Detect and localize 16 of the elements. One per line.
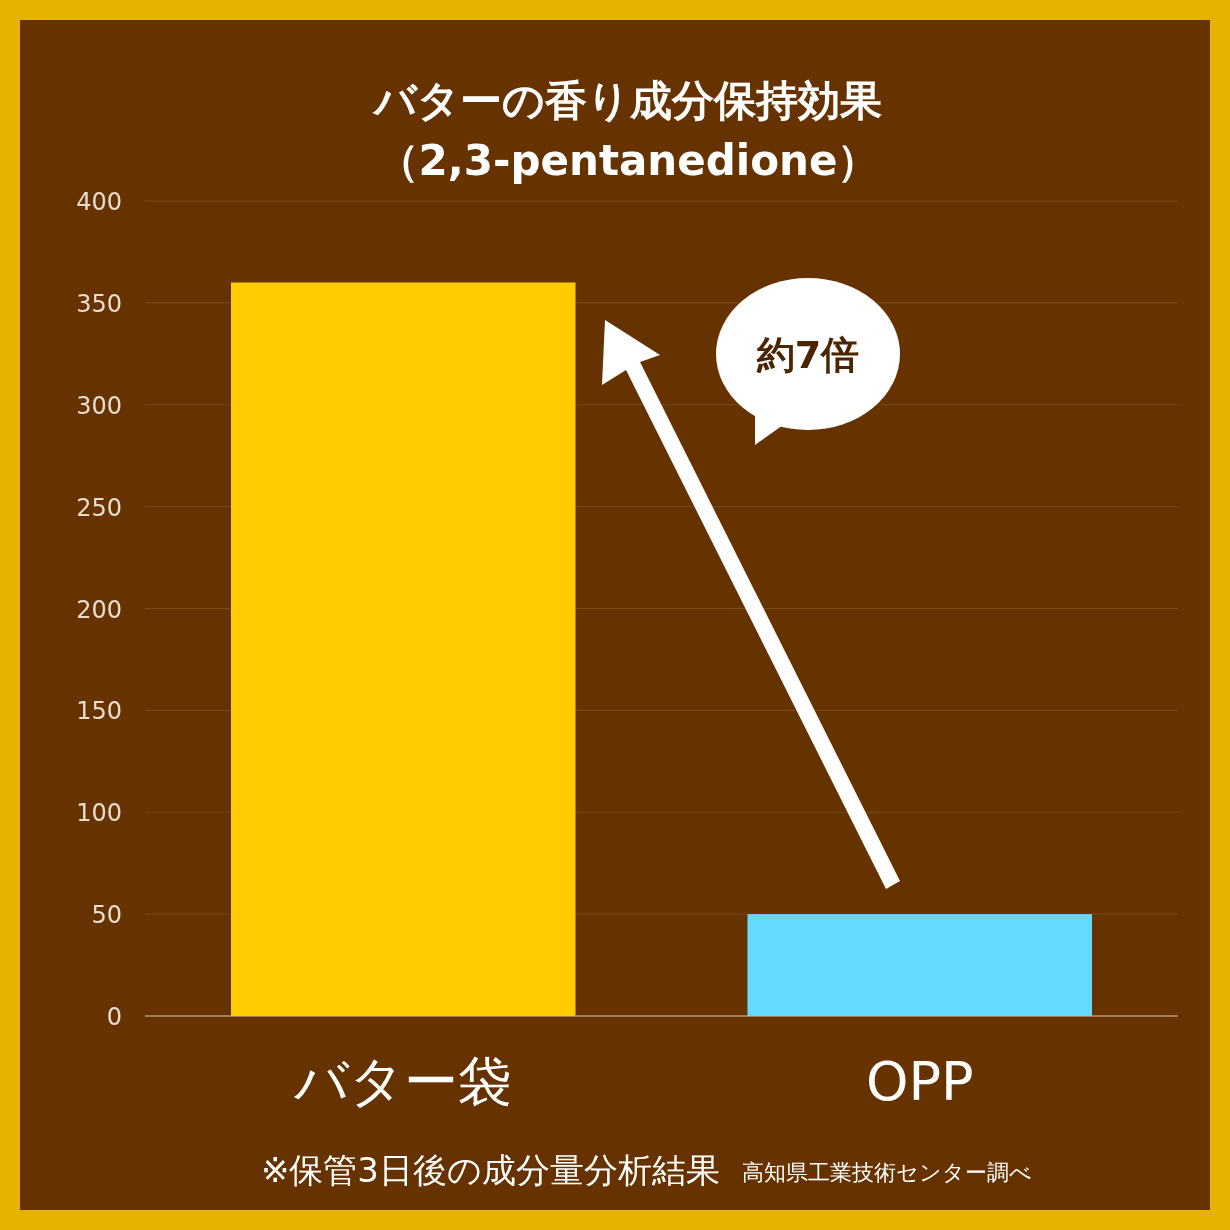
y-tick-label: 200 [76, 595, 122, 624]
y-tick-label: 400 [76, 188, 122, 216]
text: ※保管3日後の成分量分析結果 [260, 1150, 720, 1190]
y-tick-label: 250 [76, 493, 122, 522]
y-tick-label: 300 [76, 391, 122, 420]
chart-title: バターの香り成分保持効果 [372, 76, 882, 125]
text: 高知県工業技術センター調べ [742, 1160, 1032, 1185]
x-tick-label: バター袋 [293, 1050, 513, 1113]
y-tick-label: 50 [91, 901, 122, 930]
y-tick-label: 350 [76, 289, 122, 318]
y-tick-label: 100 [76, 799, 122, 828]
chart-subtitle: （2,3-pentanedione） [376, 136, 880, 185]
y-tick-label: 150 [76, 697, 122, 726]
y-tick-label: 0 [106, 1003, 122, 1031]
x-tick-label: OPP [865, 1050, 974, 1113]
annotation: 約7倍 [755, 333, 860, 377]
